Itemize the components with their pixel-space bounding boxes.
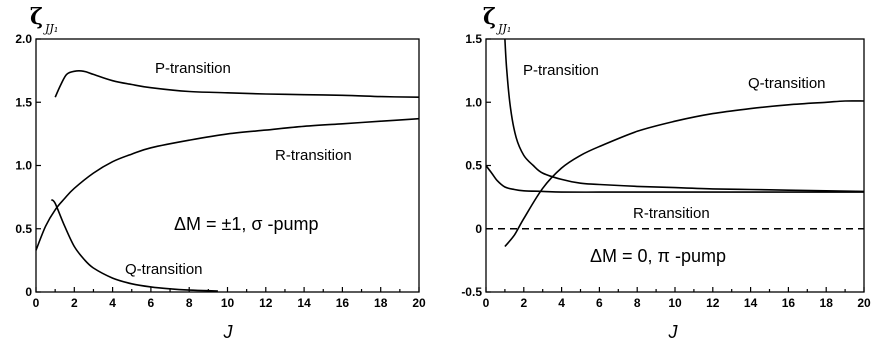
right-xtick-label: 10 [668,296,682,310]
left-ytick-label: 1.5 [15,95,32,109]
right-ytick-label: -0.5 [461,285,482,299]
right-xtick-label: 18 [820,296,834,310]
right-ylabel: ζ [483,4,496,30]
left-ytick-label: 0 [25,285,32,299]
right-series-q-transition [504,100,865,248]
left-ytick-label: 1.0 [15,159,32,173]
right-label-p-transition: P-transition [523,62,599,79]
left-series-q-transition [50,199,218,292]
right-ytick-label: 0 [475,222,482,236]
left-ytick-label: 0.5 [15,222,32,236]
left-xtick-label: 0 [33,296,40,310]
left-label-r-transition: R-transition [275,147,352,164]
right-panel: ζ JJ₁ J 0 2 4 6 8 10 12 14 16 18 20-0.500.51.01.5 … [461,4,871,342]
right-axis-ticks: 0 2 4 6 8 10 12 14 16 18 20-0.500.51.01.5 [461,32,871,310]
left-xtick-label: 4 [109,296,116,310]
right-xlabel: J [668,322,679,342]
right-ytick-label: 1.5 [465,32,482,46]
left-ylabel: ζ [30,4,43,30]
right-series-r-transition [485,165,864,193]
right-xtick-label: 0 [483,296,490,310]
left-xtick-label: 16 [336,296,350,310]
right-xtick-label: 8 [634,296,641,310]
right-label-q-transition: Q-transition [748,75,826,92]
right-plot-frame [485,38,865,293]
left-xtick-label: 6 [148,296,155,310]
right-condition-label: ΔM = 0, π -pump [590,246,726,266]
right-xtick-label: 2 [520,296,527,310]
left-condition-label: ΔM = ±1, σ -pump [174,214,319,234]
left-curves [35,70,420,292]
left-label-p-transition: P-transition [155,60,231,77]
left-panel: ζ JJ₁ J 0 2 4 6 8 10 12 14 16 18 20 0 0.5 1.0 1.5 2.0 P… [15,4,426,342]
left-ytick-label: 2.0 [15,32,32,46]
left-xtick-label: 18 [374,296,388,310]
right-curves [485,38,865,248]
left-xtick-label: 20 [412,296,426,310]
left-xtick-label: 12 [259,296,273,310]
left-ylabel-subscript: JJ₁ [43,22,58,35]
right-xtick-label: 12 [706,296,720,310]
right-ytick-label: 1.0 [465,95,482,109]
right-xtick-label: 16 [782,296,796,310]
left-xtick-label: 14 [297,296,311,310]
right-xtick-label: 14 [744,296,758,310]
right-label-r-transition: R-transition [633,205,710,222]
left-xtick-label: 10 [221,296,235,310]
left-xtick-label: 2 [71,296,78,310]
right-ytick-label: 0.5 [465,159,482,173]
left-plot-frame [35,38,420,293]
right-series-p-transition [504,38,865,193]
right-xtick-label: 20 [857,296,871,310]
left-xtick-label: 8 [186,296,193,310]
right-xtick-label: 4 [558,296,565,310]
left-series-r-transition [35,117,420,251]
right-ylabel-subscript: JJ₁ [496,22,511,35]
right-xtick-label: 6 [596,296,603,310]
left-series-p-transition [54,70,420,98]
left-xlabel: J [223,322,234,342]
left-label-q-transition: Q-transition [125,261,203,278]
